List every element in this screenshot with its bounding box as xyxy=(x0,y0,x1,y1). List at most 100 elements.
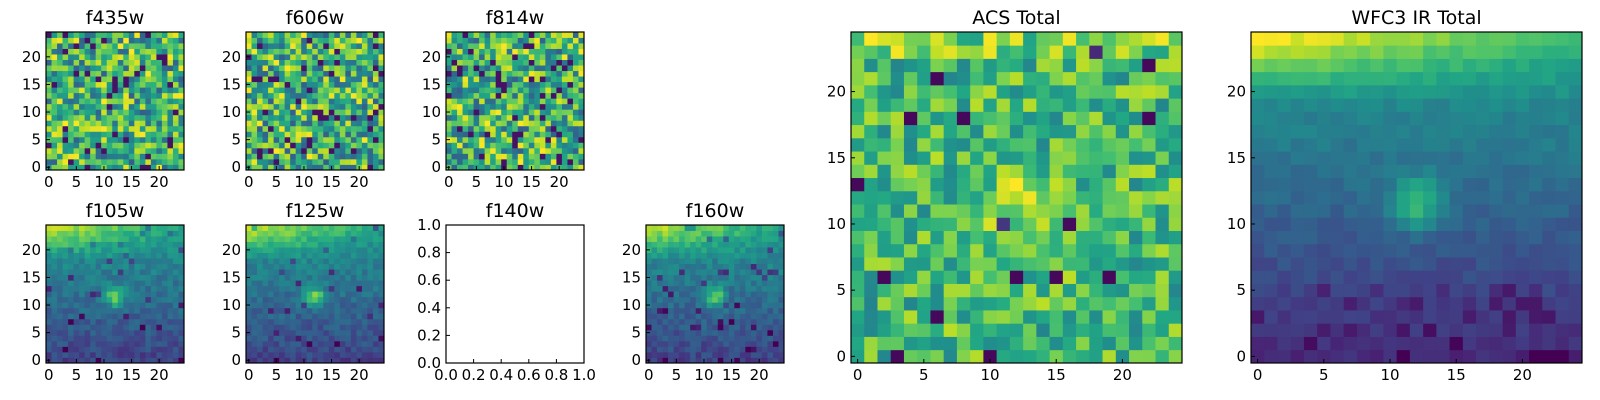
heatmap-cell xyxy=(68,147,74,154)
heatmap-cell xyxy=(517,65,524,72)
heatmap-cell xyxy=(772,340,779,347)
heatmap-cell xyxy=(150,285,157,292)
heatmap-cell xyxy=(567,153,574,160)
heatmap-cell xyxy=(106,225,113,231)
heatmap-cell xyxy=(161,142,168,149)
heatmap-cell xyxy=(128,236,135,242)
heatmap-cell xyxy=(550,142,557,149)
heatmap-cell xyxy=(943,58,958,73)
heatmap-cell xyxy=(73,54,80,60)
heatmap-cell xyxy=(1102,58,1117,73)
heatmap-cell xyxy=(134,43,141,49)
heatmap-cell xyxy=(1462,310,1477,324)
heatmap-cell xyxy=(372,263,379,270)
heatmap-cell xyxy=(970,243,984,258)
heatmap-cell xyxy=(717,296,724,303)
heatmap-cell xyxy=(345,109,352,116)
heatmap-cell xyxy=(367,296,374,303)
heatmap-cell xyxy=(251,98,258,105)
heatmap-cell xyxy=(339,291,346,298)
heatmap-cell xyxy=(317,274,324,281)
heatmap-cell xyxy=(246,324,252,331)
heatmap-cell xyxy=(1317,204,1331,218)
heatmap-cell xyxy=(1423,257,1437,271)
heatmap-cell xyxy=(1555,230,1570,245)
heatmap-cell xyxy=(367,252,374,259)
heatmap-cell xyxy=(350,329,357,336)
heatmap-cell xyxy=(328,346,335,353)
heatmap-cell xyxy=(112,230,119,237)
heatmap-cell xyxy=(690,263,697,270)
heatmap-cell xyxy=(128,351,135,358)
heatmap-cell xyxy=(695,296,702,303)
heatmap-cell xyxy=(778,252,785,259)
heatmap-cell xyxy=(451,153,458,160)
heatmap-cell xyxy=(68,136,74,143)
heatmap-cell xyxy=(1076,310,1090,324)
heatmap-cell xyxy=(367,120,374,127)
heatmap-cell xyxy=(651,269,658,276)
heatmap-cell xyxy=(1062,204,1077,218)
x-tick-label: 5 xyxy=(72,366,82,384)
heatmap-cell xyxy=(295,313,302,320)
heatmap-cell xyxy=(723,252,730,259)
heatmap-cell xyxy=(723,291,730,298)
heatmap-cell xyxy=(717,225,724,231)
heatmap-cell xyxy=(367,241,374,248)
heatmap-cell xyxy=(495,81,502,88)
heatmap-cell xyxy=(1555,164,1570,179)
heatmap-cell xyxy=(756,296,763,303)
heatmap-cell xyxy=(662,285,669,292)
heatmap-cell xyxy=(323,285,330,292)
heatmap-cell xyxy=(1515,164,1530,179)
heatmap-cell xyxy=(561,59,568,66)
heatmap-cell xyxy=(1115,84,1130,99)
heatmap-cell xyxy=(301,32,308,38)
heatmap-cell xyxy=(372,142,379,149)
heatmap-cell xyxy=(68,48,74,55)
heatmap-cell xyxy=(1089,257,1103,271)
heatmap-cell xyxy=(1277,204,1292,218)
heatmap-cell xyxy=(1049,58,1064,73)
heatmap-cell xyxy=(501,153,508,160)
heatmap-cell xyxy=(1168,296,1183,311)
heatmap-cell xyxy=(246,65,252,72)
heatmap-cell xyxy=(556,103,563,110)
heatmap-cell xyxy=(295,147,302,154)
heatmap-cell xyxy=(523,92,530,99)
heatmap-cell xyxy=(95,153,102,160)
heatmap-cell xyxy=(1356,164,1371,179)
heatmap-cell xyxy=(178,103,185,110)
heatmap-cell xyxy=(1115,190,1130,205)
heatmap-cell xyxy=(68,258,74,265)
heatmap-cell xyxy=(668,291,674,298)
heatmap-cell xyxy=(572,120,579,127)
heatmap-cell xyxy=(284,59,291,66)
heatmap-cell xyxy=(534,120,541,127)
heatmap-cell xyxy=(723,307,730,314)
heatmap-cell xyxy=(1489,270,1503,284)
heatmap-cell xyxy=(123,103,130,110)
heatmap-cell xyxy=(246,252,252,259)
heatmap-cell xyxy=(739,269,746,276)
heatmap-cell xyxy=(745,340,752,347)
heatmap-cell xyxy=(864,349,878,364)
heatmap-cell xyxy=(556,120,563,127)
heatmap-cell xyxy=(457,136,463,143)
heatmap-cell xyxy=(572,164,579,171)
heatmap-cell xyxy=(145,92,152,99)
heatmap-cell xyxy=(156,329,163,336)
heatmap-cell xyxy=(468,87,474,94)
heatmap-cell xyxy=(451,65,458,72)
heatmap-cell xyxy=(1129,283,1143,298)
heatmap-cell xyxy=(257,48,263,55)
heatmap-cell xyxy=(1089,45,1103,59)
heatmap-cell xyxy=(1396,230,1411,245)
heatmap-cell xyxy=(350,164,357,171)
heatmap-cell xyxy=(317,318,324,325)
heatmap-cell xyxy=(79,247,86,253)
heatmap-cell xyxy=(1542,230,1556,245)
heatmap-cell xyxy=(490,109,497,116)
heatmap-cell xyxy=(95,291,102,298)
heatmap-cell xyxy=(79,313,86,320)
